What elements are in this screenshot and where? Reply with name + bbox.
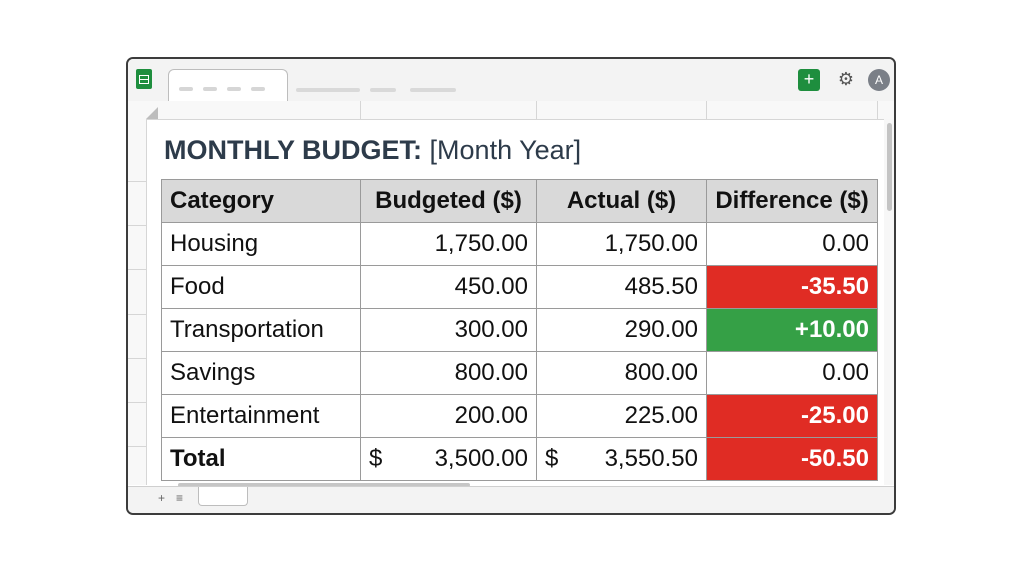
budget-table: Category Budgeted ($) Actual ($) Differe… <box>161 179 878 481</box>
page-title: MONTHLY BUDGET: [Month Year] <box>164 135 581 166</box>
total-budgeted-value: 3,500.00 <box>434 445 528 472</box>
cell-difference[interactable]: 0.00 <box>706 222 878 266</box>
cell-category[interactable]: Entertainment <box>161 394 361 438</box>
cell-category[interactable]: Food <box>161 265 361 309</box>
table-row: Housing 1,750.00 1,750.00 0.00 <box>161 222 878 266</box>
table-row: Food 450.00 485.50 -35.50 <box>161 265 878 309</box>
cell-actual[interactable]: 225.00 <box>536 394 707 438</box>
currency-symbol: $ <box>369 445 383 472</box>
currency-symbol: $ <box>545 445 559 472</box>
cell-total-difference[interactable]: -50.50 <box>706 437 878 481</box>
cell-category[interactable]: Transportation <box>161 308 361 352</box>
header-category[interactable]: Category <box>161 179 361 223</box>
cell-actual[interactable]: 800.00 <box>536 351 707 395</box>
plus-icon: + <box>158 491 166 505</box>
toolbar-placeholder <box>296 88 360 92</box>
table-row: Entertainment 200.00 225.00 -25.00 <box>161 394 878 438</box>
sheets-app-icon <box>136 69 152 89</box>
cell-budgeted[interactable]: 200.00 <box>360 394 537 438</box>
cell-budgeted[interactable]: 300.00 <box>360 308 537 352</box>
row-header-bar <box>128 119 147 485</box>
gear-icon: ⚙ <box>837 69 855 89</box>
cell-difference[interactable]: +10.00 <box>706 308 878 352</box>
cell-budgeted[interactable]: 1,750.00 <box>360 222 537 266</box>
sheet-tab[interactable] <box>198 487 248 506</box>
header-actual[interactable]: Actual ($) <box>536 179 707 223</box>
add-button[interactable]: + <box>798 69 820 91</box>
total-row: Total $ 3,500.00 $ 3,550.50 -50.50 <box>161 437 878 481</box>
menu-icon: ≡ <box>176 491 184 505</box>
vertical-scrollbar[interactable] <box>887 123 892 211</box>
cell-difference[interactable]: -25.00 <box>706 394 878 438</box>
sheet-footer: + ≡ <box>128 486 894 513</box>
table-header-row: Category Budgeted ($) Actual ($) Differe… <box>161 179 878 223</box>
plus-icon: + <box>803 69 815 89</box>
select-all-corner[interactable] <box>146 107 158 119</box>
cell-difference[interactable]: 0.00 <box>706 351 878 395</box>
cell-budgeted[interactable]: 800.00 <box>360 351 537 395</box>
cell-category[interactable]: Housing <box>161 222 361 266</box>
add-sheet-button[interactable]: + <box>158 491 165 505</box>
column-header-bar <box>128 101 894 120</box>
cell-total-actual[interactable]: $ 3,550.50 <box>536 437 707 481</box>
cell-budgeted[interactable]: 450.00 <box>360 265 537 309</box>
table-row: Savings 800.00 800.00 0.00 <box>161 351 878 395</box>
toolbar-placeholder <box>370 88 396 92</box>
title-bar: + ⚙ A <box>128 59 894 103</box>
cell-actual[interactable]: 1,750.00 <box>536 222 707 266</box>
title-prefix: MONTHLY BUDGET: <box>164 135 423 165</box>
cell-total-label[interactable]: Total <box>161 437 361 481</box>
cell-total-budgeted[interactable]: $ 3,500.00 <box>360 437 537 481</box>
cell-category[interactable]: Savings <box>161 351 361 395</box>
toolbar-placeholder <box>410 88 456 92</box>
title-month-year: [Month Year] <box>429 135 582 165</box>
avatar[interactable]: A <box>868 69 890 91</box>
header-difference[interactable]: Difference ($) <box>706 179 878 223</box>
total-actual-value: 3,550.50 <box>604 445 698 472</box>
spreadsheet-window: + ⚙ A MONTHLY BUDGET: [Month Year] Categ… <box>126 57 896 515</box>
sheet-list-button[interactable]: ≡ <box>176 491 183 505</box>
document-tab[interactable] <box>168 69 288 103</box>
cell-actual[interactable]: 485.50 <box>536 265 707 309</box>
header-budgeted[interactable]: Budgeted ($) <box>360 179 537 223</box>
table-row: Transportation 300.00 290.00 +10.00 <box>161 308 878 352</box>
settings-button[interactable]: ⚙ <box>835 68 857 90</box>
cell-difference[interactable]: -35.50 <box>706 265 878 309</box>
horizontal-scrollbar[interactable] <box>178 483 470 487</box>
cell-actual[interactable]: 290.00 <box>536 308 707 352</box>
vertical-scrollbar-track <box>884 119 894 485</box>
